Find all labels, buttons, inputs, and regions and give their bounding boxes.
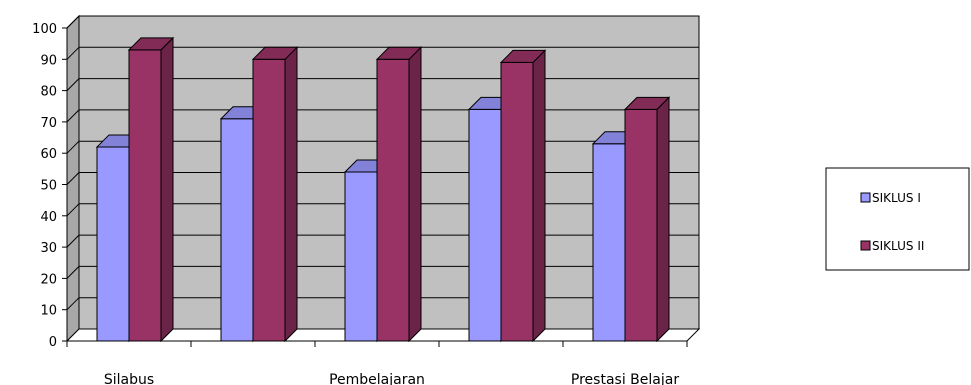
y-tick-label: 50 <box>40 179 57 194</box>
bars <box>95 36 671 343</box>
gridline-side <box>66 46 80 60</box>
gridline-side <box>66 172 80 185</box>
bar-2-5 <box>623 96 671 343</box>
legend-label: SIKLUS I <box>872 191 921 205</box>
gridline-side <box>66 78 80 91</box>
category-labels: Silabus Pembelajaran Prestasi Belajar <box>104 372 679 385</box>
legend-label: SIKLUS II <box>872 239 924 253</box>
y-tick-label: 60 <box>40 147 57 162</box>
gridline-side <box>66 203 80 217</box>
y-tick-label: 30 <box>40 241 57 256</box>
legend: SIKLUS I SIKLUS II <box>825 167 970 271</box>
x-category-label: Prestasi Belajar <box>571 372 679 385</box>
y-tick-label: 0 <box>49 335 57 350</box>
y-tick-label: 100 <box>32 22 57 37</box>
y-tick-label: 10 <box>40 304 57 319</box>
legend-box <box>825 167 970 271</box>
legend-swatch <box>860 240 871 251</box>
gridline-side <box>66 140 80 154</box>
y-tick-label: 20 <box>40 272 57 287</box>
bar-2-4 <box>499 49 547 343</box>
y-tick-label: 90 <box>40 53 57 68</box>
gridline-side <box>66 109 80 123</box>
x-category-label: Silabus <box>104 372 154 385</box>
y-tick-label: 70 <box>40 116 57 131</box>
gridline-side <box>66 266 80 279</box>
bar-2-2 <box>251 46 299 343</box>
y-tick-label: 80 <box>40 85 57 100</box>
bar-2-3 <box>375 46 423 343</box>
gridline-side <box>66 234 80 248</box>
y-tick-label: 40 <box>40 210 57 225</box>
bar-2-1 <box>127 36 175 343</box>
x-category-label: Pembelajaran <box>329 372 425 385</box>
gridline-side <box>66 297 80 311</box>
legend-swatch <box>860 192 871 203</box>
y-tick-labels: 0 10 20 30 40 50 60 70 80 90 100 <box>32 22 57 350</box>
gridline-side <box>66 15 80 29</box>
